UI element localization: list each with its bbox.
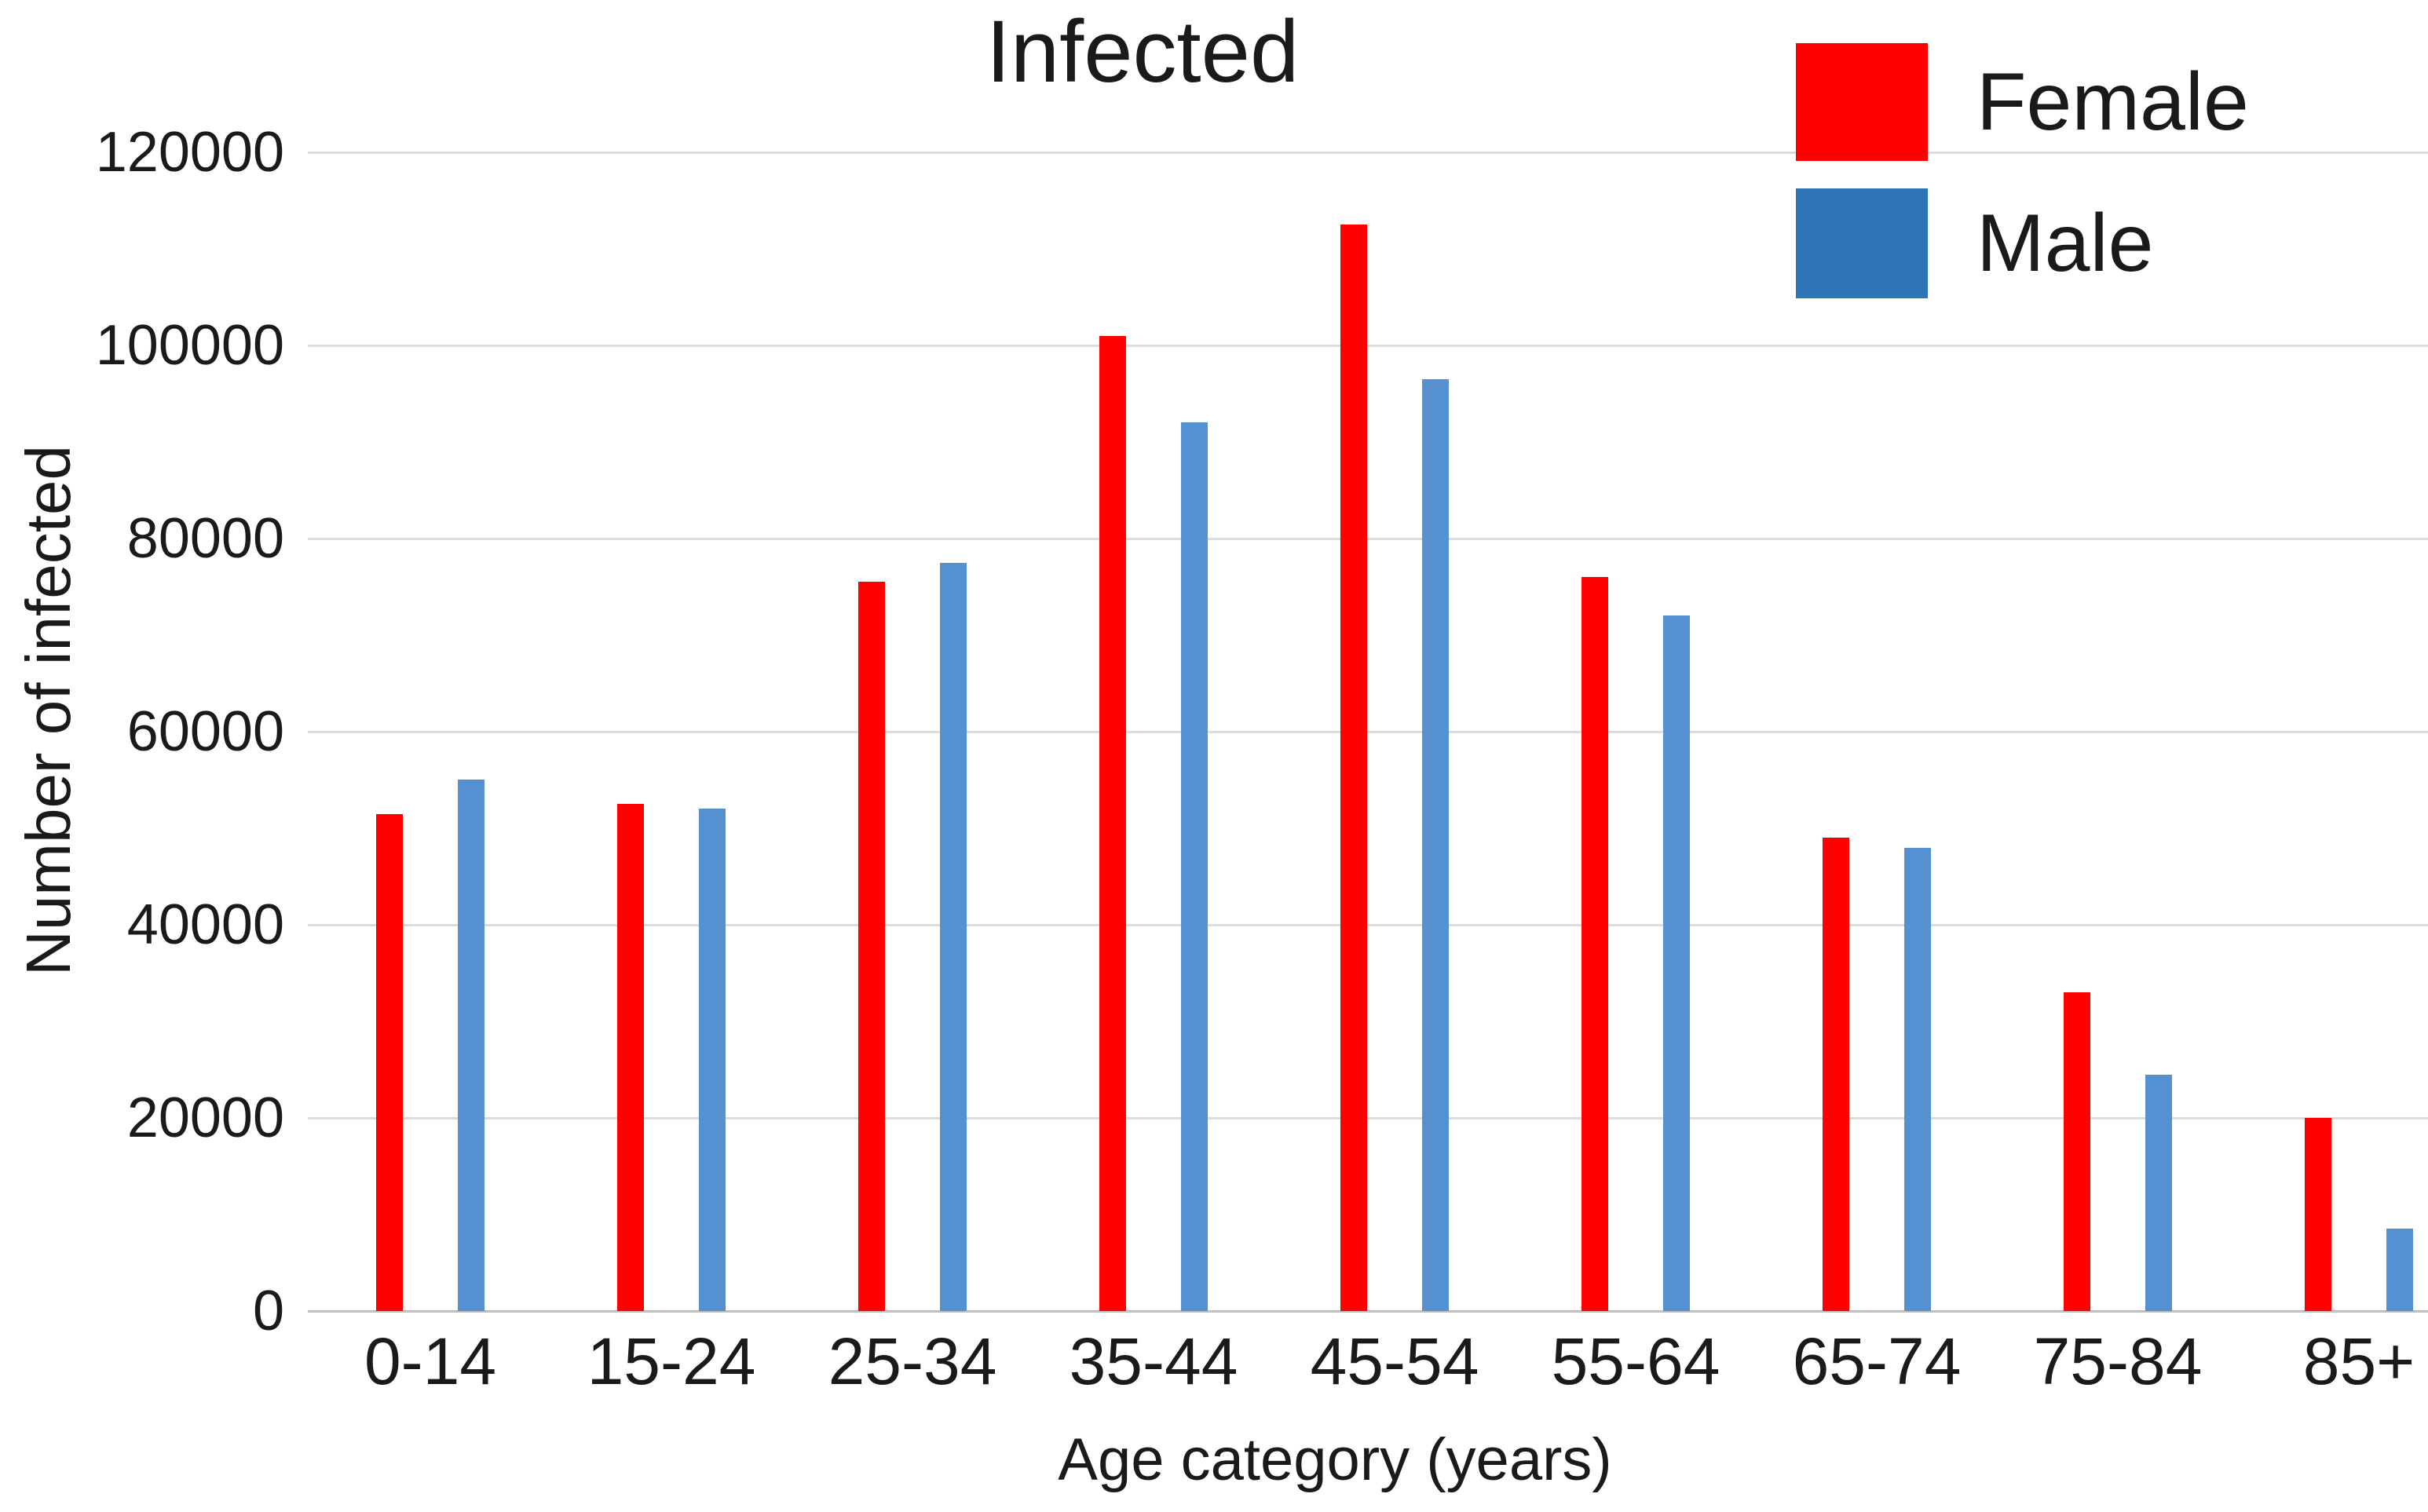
x-tick-label-65-74: 65-74 <box>1792 1324 1962 1398</box>
gridline-80000 <box>308 538 2428 540</box>
gridline-40000 <box>308 924 2428 926</box>
legend-item-female: Female <box>1796 43 2249 161</box>
legend-swatch-female <box>1796 43 1928 161</box>
x-tick-label-45-54: 45-54 <box>1310 1324 1479 1398</box>
gridline-120000 <box>308 152 2428 154</box>
x-axis-line <box>308 1310 2428 1313</box>
bar-male-65-74 <box>1904 848 1931 1311</box>
bar-male-45-54 <box>1422 379 1449 1311</box>
x-axis-title: Age category (years) <box>1058 1426 1612 1493</box>
legend-label-female: Female <box>1976 57 2249 148</box>
bar-male-85+ <box>2386 1229 2413 1311</box>
bar-female-55-64 <box>1581 577 1608 1311</box>
bar-female-75-84 <box>2064 992 2090 1311</box>
x-tick-label-15-24: 15-24 <box>587 1324 756 1398</box>
bar-male-0-14 <box>458 780 485 1311</box>
y-tick-label-0: 0 <box>252 1280 284 1342</box>
y-tick-label-60000: 60000 <box>126 700 284 763</box>
bar-female-85+ <box>2305 1118 2331 1311</box>
gridline-20000 <box>308 1117 2428 1119</box>
bar-female-35-44 <box>1099 336 1126 1311</box>
y-tick-label-20000: 20000 <box>126 1087 284 1149</box>
x-tick-label-85+: 85+ <box>2302 1324 2415 1398</box>
y-tick-label-40000: 40000 <box>126 893 284 956</box>
legend-item-male: Male <box>1796 188 2249 298</box>
y-axis-title: Number of infected <box>13 445 83 976</box>
x-tick-label-35-44: 35-44 <box>1069 1324 1238 1398</box>
gridline-100000 <box>308 345 2428 347</box>
legend: Female Male <box>1796 43 2249 298</box>
bar-male-15-24 <box>699 809 726 1311</box>
chart-title: Infected <box>985 2 1300 100</box>
bar-female-45-54 <box>1340 225 1367 1311</box>
x-tick-label-75-84: 75-84 <box>2033 1324 2203 1398</box>
bar-female-25-34 <box>858 582 885 1311</box>
bar-female-65-74 <box>1823 838 1849 1311</box>
gridline-60000 <box>308 731 2428 733</box>
x-tick-label-0-14: 0-14 <box>364 1324 497 1398</box>
x-tick-label-55-64: 55-64 <box>1551 1324 1720 1398</box>
bar-male-75-84 <box>2145 1075 2172 1311</box>
bar-male-35-44 <box>1181 422 1208 1311</box>
y-tick-label-100000: 100000 <box>95 314 284 377</box>
bar-male-25-34 <box>940 563 967 1311</box>
bar-female-0-14 <box>376 814 403 1311</box>
y-tick-label-120000: 120000 <box>95 121 284 184</box>
bar-male-55-64 <box>1663 615 1690 1311</box>
bar-female-15-24 <box>617 804 644 1311</box>
x-tick-label-25-34: 25-34 <box>828 1324 997 1398</box>
legend-label-male: Male <box>1976 198 2154 289</box>
y-tick-label-80000: 80000 <box>126 507 284 570</box>
legend-swatch-male <box>1796 188 1928 298</box>
